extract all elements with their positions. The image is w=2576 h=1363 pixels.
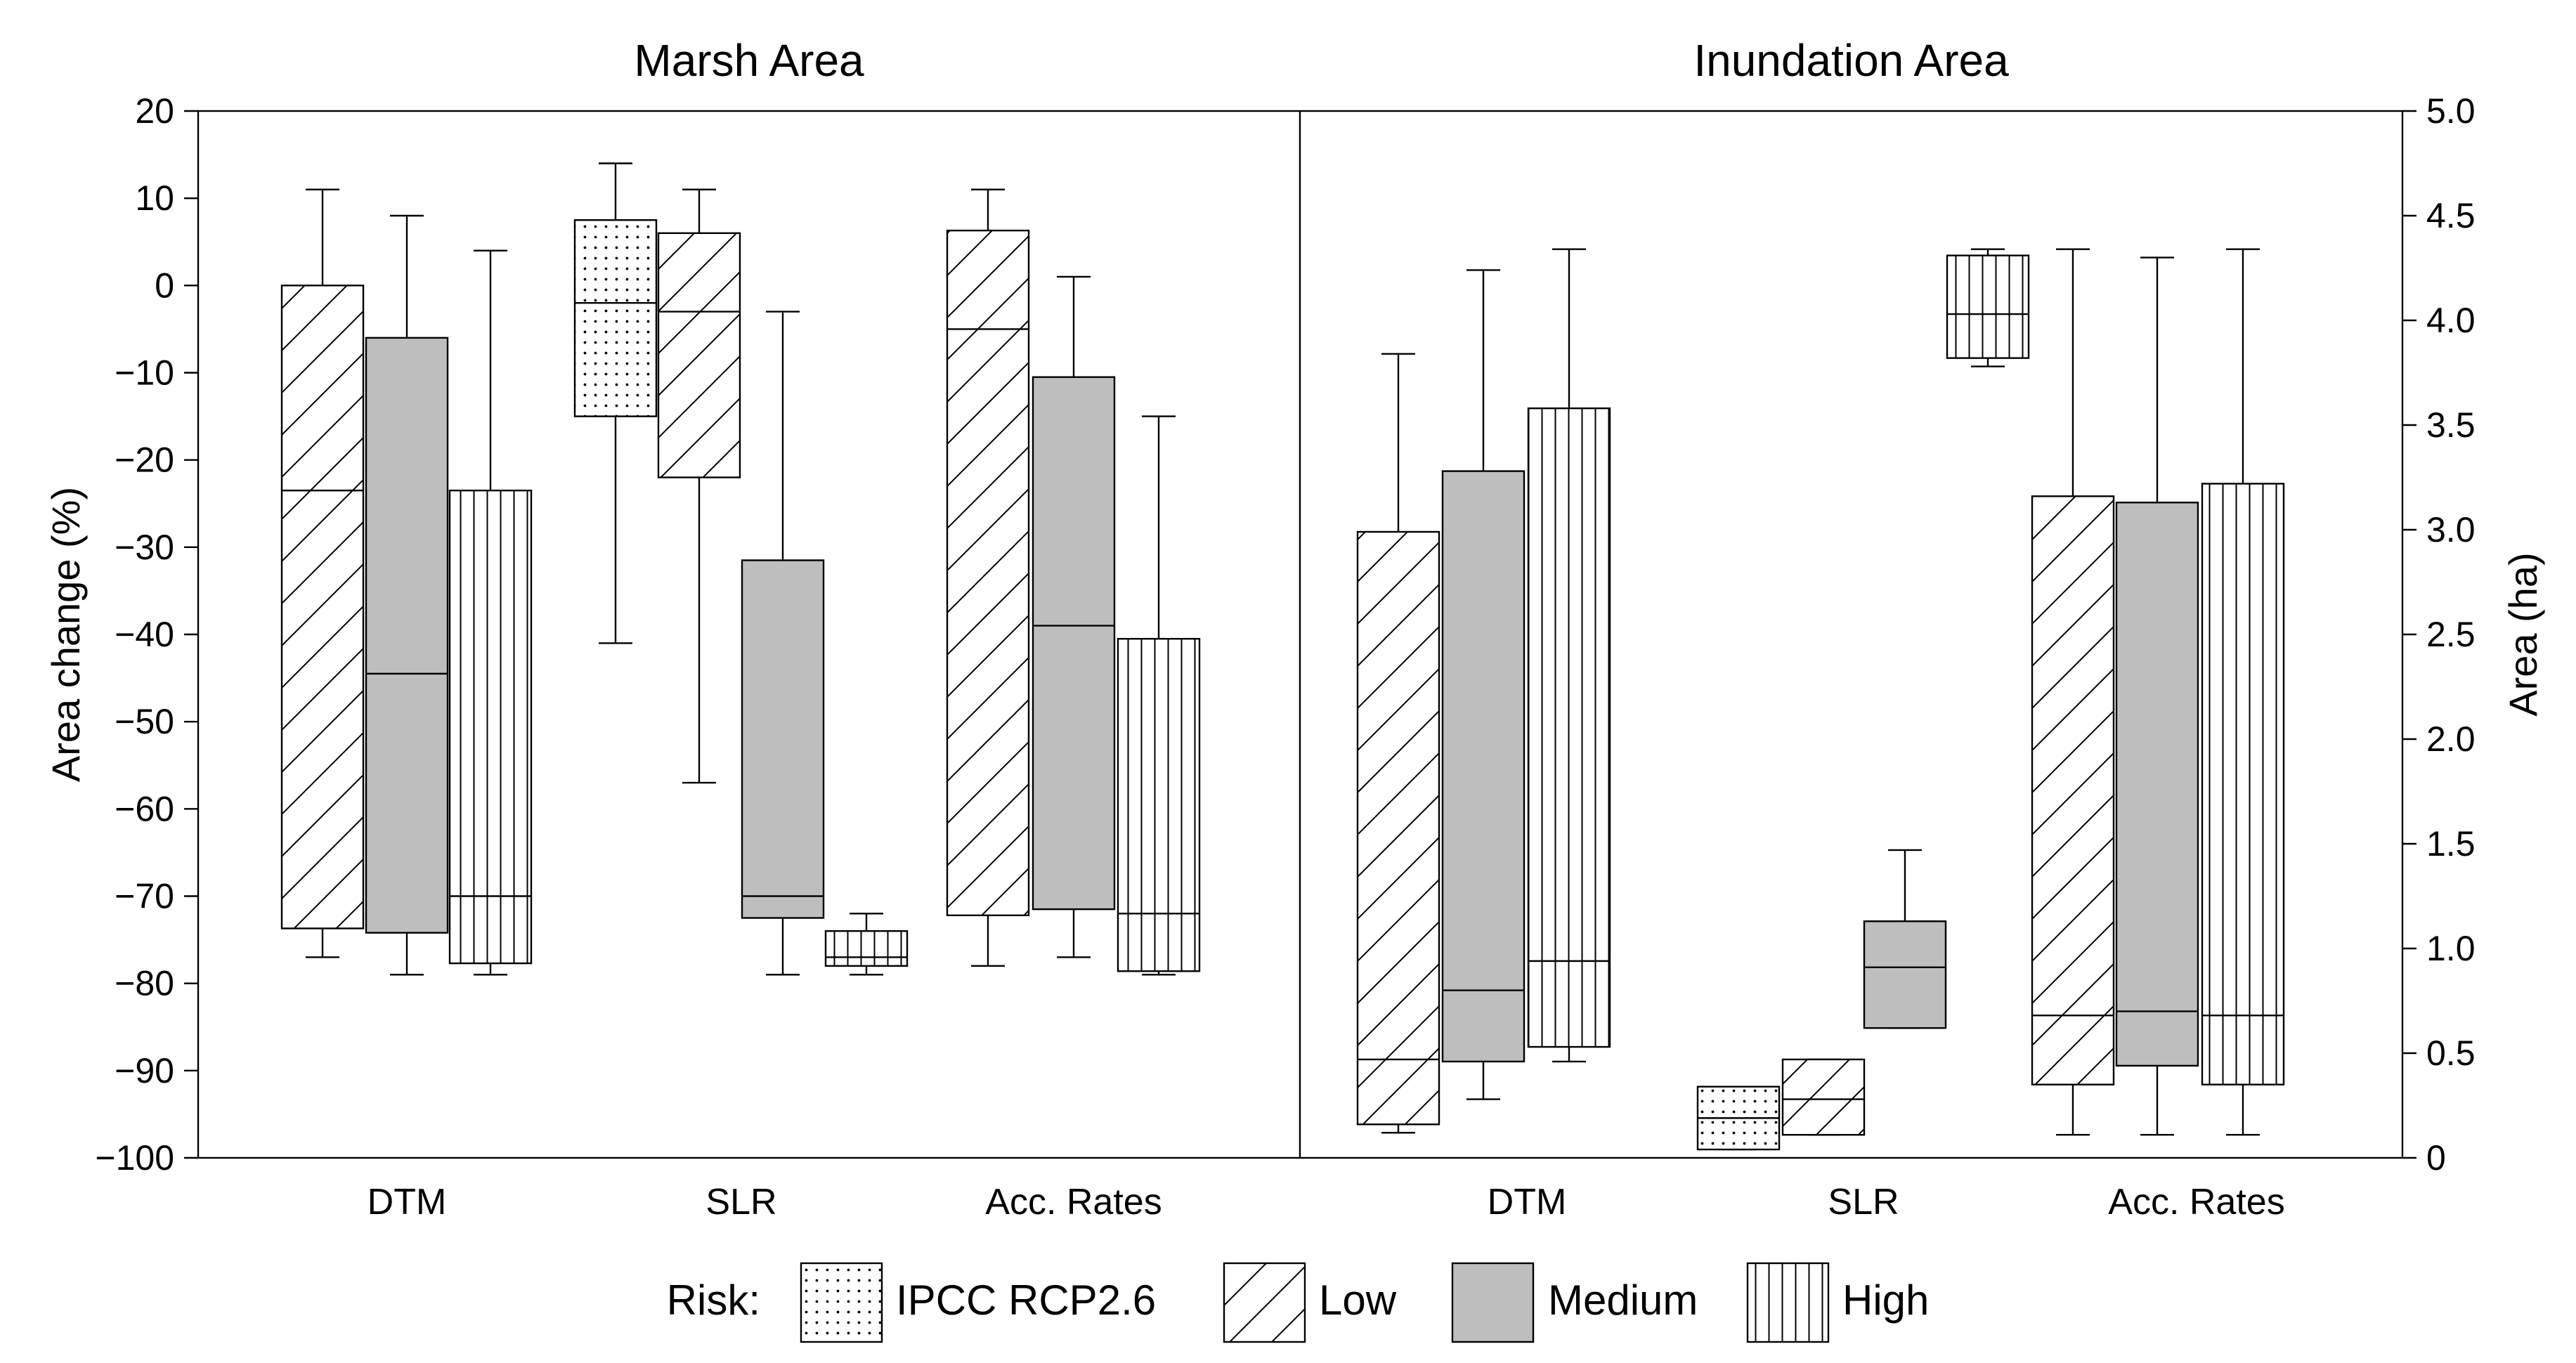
box-inundation-area-acc-rates-low [2031,248,2115,1136]
y-tick-label-right: 0.5 [2426,1033,2476,1073]
axes-layer [184,110,2416,1159]
panel-title-inundation-area: Inundation Area [1693,35,2009,86]
x-label-slr: SLR [705,1182,776,1222]
x-label-slr: SLR [1828,1182,1899,1222]
box-marsh-area-acc-rates-medium [1032,275,1116,958]
x-label-acc-rates: Acc. Rates [2108,1182,2284,1222]
y-tick-label-left: 0 [155,266,174,305]
legend-swatch-low [1223,1262,1306,1343]
box-marsh-area-slr-low [657,188,741,784]
y-axis-label-left: Area change (%) [44,487,88,782]
iqr-box [2031,495,2115,1085]
y-tick-label-left: −80 [115,964,174,1003]
box-inundation-area-acc-rates-medium [2115,256,2199,1136]
box-inundation-area-slr-medium [1863,849,1947,1029]
x-label-acc-rates: Acc. Rates [985,1182,1162,1222]
legend-swatch-ipcc-rcp2-6 [800,1262,883,1343]
box-marsh-area-slr-medium [741,311,825,976]
iqr-box [1527,407,1611,1048]
y-tick-label-left: −30 [115,528,174,567]
legend-label-ipcc-rcp2-6: IPCC RCP2.6 [896,1277,1156,1324]
y-tick-label-right: 4.0 [2426,301,2476,340]
y-tick-label-right: 1.0 [2426,929,2476,968]
x-label-dtm: DTM [1488,1182,1567,1222]
iqr-box [280,285,365,930]
y-tick-label-left: −60 [115,789,174,828]
y-tick-label-right: 2.0 [2426,719,2476,759]
iqr-box [2201,483,2285,1085]
legend-swatch-medium [1451,1262,1535,1343]
y-axis-label-right: Area (ha) [2501,552,2545,716]
legend-label-medium: Medium [1548,1277,1698,1324]
legend: Risk: IPCC RCP2.6 Low Medium High [667,1262,1929,1343]
y-tick-label-left: −70 [115,877,174,916]
iqr-box [1946,254,2030,359]
box-marsh-area-slr-high [824,913,909,976]
legend-label-high: High [1842,1277,1929,1324]
y-tick-label-right: 3.0 [2426,510,2476,549]
box-marsh-area-acc-rates-low [946,188,1030,967]
legend-title: Risk: [667,1277,760,1324]
box-marsh-area-dtm-high [448,249,533,976]
y-tick-label-left: 20 [135,91,174,131]
box-marsh-area-dtm-low [280,188,365,958]
box-marsh-area-dtm-medium [365,214,449,976]
y-tick-label-right: 0 [2426,1138,2446,1178]
iqr-box [657,232,741,478]
iqr-box [365,337,449,934]
y-tick-label-left: 10 [135,178,174,218]
x-label-dtm: DTM [367,1182,447,1222]
iqr-box [1781,1058,1866,1136]
box-inundation-area-slr-low [1781,1058,1866,1136]
iqr-box [1441,470,1526,1063]
y-tick-label-right: 4.5 [2426,196,2476,235]
iqr-box [448,489,533,965]
boxes-layer [280,162,2285,1151]
box-marsh-area-slr-ipcc-rcp2-6 [573,162,658,644]
panel-title-marsh-area: Marsh Area [634,35,864,86]
box-inundation-area-slr-high [1946,248,2030,367]
iqr-box [1863,920,1947,1029]
box-inundation-area-dtm-low [1356,353,1440,1134]
iqr-box [824,930,909,967]
y-tick-label-left: −20 [115,441,174,480]
iqr-box [946,229,1030,917]
legend-label-low: Low [1319,1277,1397,1324]
box-marsh-area-acc-rates-high [1117,415,1201,976]
y-tick-label-right: 2.5 [2426,615,2476,654]
y-tick-label-left: −100 [95,1138,174,1178]
y-tick-label-left: −10 [115,353,174,393]
iqr-box [1356,530,1440,1126]
y-tick-label-left: −90 [115,1051,174,1090]
y-tick-label-right: 5.0 [2426,91,2476,131]
legend-swatch-high [1746,1262,1830,1343]
iqr-box [1032,376,1116,911]
box-inundation-area-dtm-high [1527,248,1611,1063]
y-tick-label-right: 1.5 [2426,824,2476,863]
labels-layer: 20 10 0 −10 −20 −30 −40 −50 −60 −70 −80 −90 −100 DTM S… [44,35,2545,1222]
iqr-box [573,219,658,417]
y-tick-label-right: 3.5 [2426,405,2476,445]
iqr-box [2115,502,2199,1067]
y-tick-label-left: −50 [115,702,174,741]
box-inundation-area-acc-rates-high [2201,248,2285,1136]
box-inundation-area-dtm-medium [1441,269,1526,1100]
y-tick-label-left: −40 [115,615,174,654]
iqr-box [741,559,825,919]
box-inundation-area-slr-ipcc-rcp2-6 [1696,1085,1781,1151]
iqr-box [1117,638,1201,972]
